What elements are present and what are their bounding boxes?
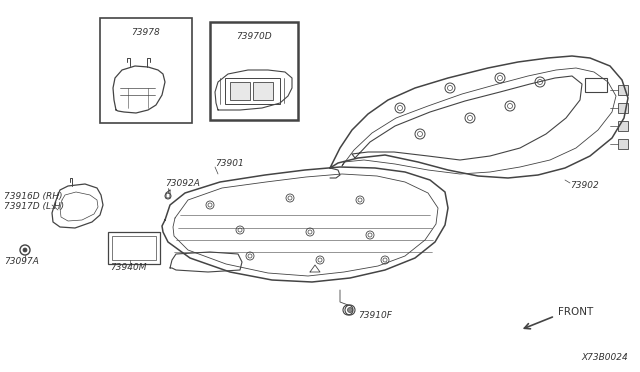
Bar xyxy=(210,22,298,120)
Bar xyxy=(618,103,628,113)
Bar xyxy=(108,232,160,264)
Bar xyxy=(585,78,607,92)
Text: 73916D (RH): 73916D (RH) xyxy=(4,192,63,201)
Bar xyxy=(618,121,628,131)
Circle shape xyxy=(348,308,353,312)
Bar xyxy=(225,78,280,104)
Text: 73910F: 73910F xyxy=(358,311,392,321)
Bar xyxy=(618,85,628,95)
Text: X73B0024: X73B0024 xyxy=(581,353,628,362)
Text: 73902: 73902 xyxy=(570,180,599,189)
Text: 73970D: 73970D xyxy=(236,32,272,41)
Circle shape xyxy=(23,248,27,252)
Text: 73097A: 73097A xyxy=(4,257,39,266)
Bar xyxy=(253,82,273,100)
Bar xyxy=(618,139,628,149)
Text: 73092A: 73092A xyxy=(165,179,200,187)
Text: FRONT: FRONT xyxy=(558,307,593,317)
Bar xyxy=(230,82,250,100)
Bar xyxy=(112,236,156,260)
Text: 73940M: 73940M xyxy=(110,263,147,273)
Text: 73901: 73901 xyxy=(215,158,244,167)
Text: 73917D (L.H): 73917D (L.H) xyxy=(4,202,64,211)
Bar xyxy=(100,18,192,123)
Text: 73978: 73978 xyxy=(132,28,161,37)
